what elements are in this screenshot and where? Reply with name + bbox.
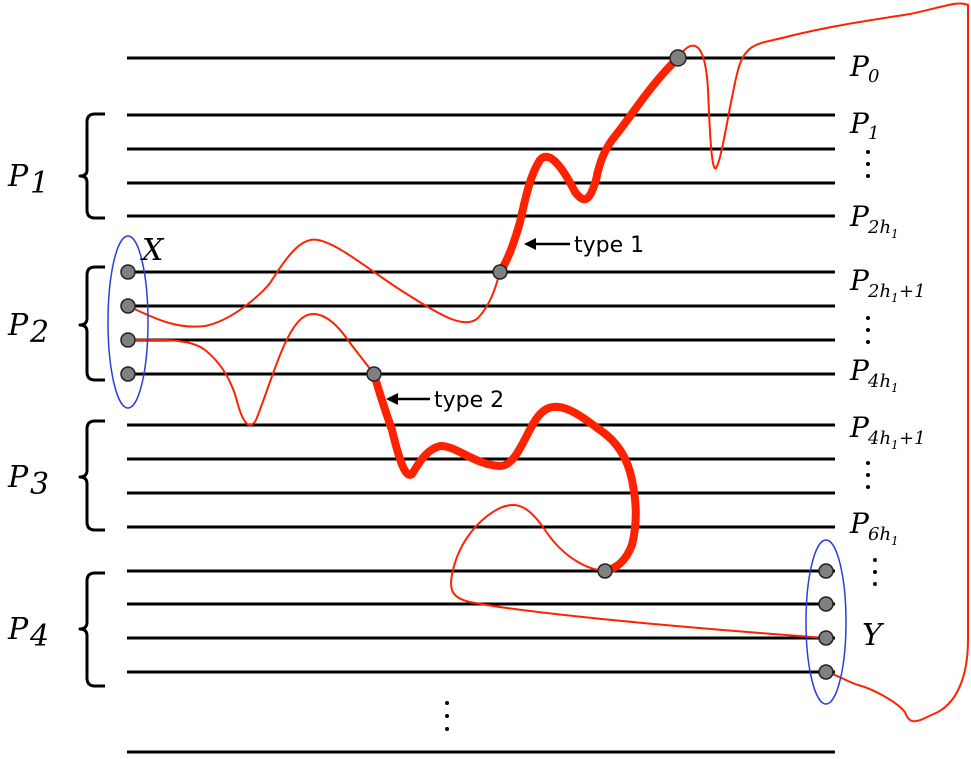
horizontal-paths xyxy=(127,56,835,754)
path-label-p0: P 0 xyxy=(849,50,879,87)
annotation-type-2-label: type 2 xyxy=(434,388,504,413)
path-label-p0-sub: 0 xyxy=(868,66,879,87)
node-y-4 xyxy=(818,664,834,680)
route-thick-type-2 xyxy=(370,370,640,575)
path-label-p4h1-main: P xyxy=(849,354,870,387)
arrowhead-type-1 xyxy=(524,238,536,250)
group-label-p4-main: P xyxy=(7,612,29,647)
group-label-p3-sub: 3 xyxy=(30,467,49,502)
path-label-p2h1p1-main: P xyxy=(849,264,870,297)
group-brackets xyxy=(78,112,105,688)
group-label-p2-main: P xyxy=(7,308,29,343)
arrowhead-type-2 xyxy=(386,393,398,405)
path-label-p2h1-subsub: 1 xyxy=(891,227,899,241)
group-label-p1: P 1 xyxy=(7,159,49,201)
bracket-p2 xyxy=(78,265,105,382)
path-label-p4h1-subsub: 1 xyxy=(891,381,899,395)
path-label-p2h1p1-subsub: 1 xyxy=(891,291,899,305)
path-label-p2h1: P 2h 1 xyxy=(849,200,899,241)
path-label-p1: P 1 xyxy=(849,107,879,144)
ellipsis-dots-bottom xyxy=(445,701,449,731)
group-label-p4-sub: 4 xyxy=(29,619,49,654)
route-thick-type-1 xyxy=(496,54,682,276)
set-y-ellipse xyxy=(805,539,847,705)
node-y-3 xyxy=(818,630,834,646)
node-top xyxy=(669,49,687,67)
thick-routes xyxy=(370,54,682,575)
node-x-4 xyxy=(120,366,136,382)
route-thin-bottom-loop xyxy=(450,503,827,639)
ellipsis-dots-right-3 xyxy=(866,461,870,489)
group-label-p2-sub: 2 xyxy=(29,315,49,350)
node-bottom xyxy=(597,563,613,579)
group-label-p3: P 3 xyxy=(7,460,49,502)
group-label-p1-sub: 1 xyxy=(30,166,49,201)
bracket-p4 xyxy=(78,571,105,688)
bracket-p3 xyxy=(78,419,105,532)
set-label-x: X xyxy=(140,233,165,268)
path-label-p6h1-subsub: 1 xyxy=(891,534,899,548)
path-label-p4h1p1-main: P xyxy=(849,411,870,444)
group-label-p1-main: P xyxy=(7,159,29,194)
set-label-y: Y xyxy=(862,618,885,653)
path-label-p4h1p1-subsub: 1 xyxy=(891,438,899,452)
node-x-2 xyxy=(120,298,136,314)
node-y-2 xyxy=(818,596,834,612)
path-label-p2h1p1-tail: +1 xyxy=(899,281,926,302)
path-label-p4h1p1-sub: 4h xyxy=(867,428,891,449)
ellipsis-dots-right-2 xyxy=(866,316,870,344)
thin-routes xyxy=(127,2,969,723)
annotation-type-1-label: type 1 xyxy=(574,233,644,258)
route-thin-top xyxy=(677,2,969,170)
path-label-p4h1-plus-1: P 4h 1 +1 xyxy=(849,411,926,452)
path-label-p1-sub: 1 xyxy=(868,123,879,144)
path-label-p4h1: P 4h 1 xyxy=(849,354,899,395)
node-type-1 xyxy=(492,264,508,280)
route-thin-x-lower xyxy=(127,313,375,426)
path-label-p0-main: P xyxy=(849,50,870,83)
path-label-p4h1p1-tail: +1 xyxy=(899,428,926,449)
path-label-p6h1: P 6h 1 xyxy=(849,507,899,548)
bracket-p1 xyxy=(78,112,105,220)
nodes xyxy=(120,49,834,680)
path-label-p1-main: P xyxy=(849,107,870,140)
path-label-p2h1p1-sub: 2h xyxy=(867,281,891,302)
node-x-3 xyxy=(120,332,136,348)
path-label-p4h1-sub: 4h xyxy=(867,371,891,392)
path-label-p2h1-main: P xyxy=(849,200,870,233)
route-thin-right-side xyxy=(825,4,969,723)
path-label-p6h1-sub: 6h xyxy=(868,524,891,545)
node-y-1 xyxy=(818,563,834,579)
path-label-p2h1-plus-1: P 2h 1 +1 xyxy=(849,264,926,305)
path-label-p2h1-sub: 2h xyxy=(867,217,891,238)
ellipsis-dots-right-1 xyxy=(866,150,870,178)
route-thin-x-upper xyxy=(127,238,501,328)
node-type-2 xyxy=(366,366,382,382)
node-x-1 xyxy=(120,264,136,280)
path-label-p6h1-main: P xyxy=(849,507,870,540)
group-label-p2: P 2 xyxy=(7,308,49,350)
ellipsis-dots-right-4 xyxy=(873,558,877,586)
group-label-p4: P 4 xyxy=(7,612,49,654)
set-x-ellipse xyxy=(107,235,149,409)
group-label-p3-main: P xyxy=(7,460,29,495)
annotation-type-2: type 2 xyxy=(386,388,504,413)
annotation-type-1: type 1 xyxy=(524,233,644,258)
